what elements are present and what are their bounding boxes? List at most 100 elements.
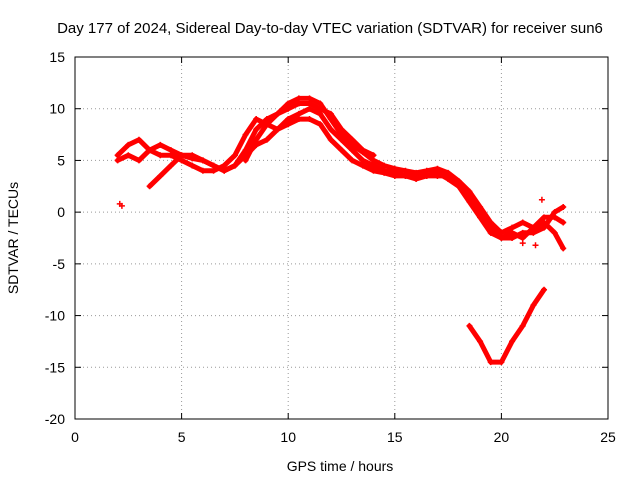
data-point [338, 147, 345, 154]
data-point [509, 338, 516, 345]
data-point [509, 224, 516, 231]
data-point [455, 183, 462, 190]
series-trace [466, 287, 547, 365]
x-tick-label: 0 [71, 429, 79, 445]
data-point [135, 157, 142, 164]
data-point [327, 136, 334, 143]
data-point [349, 136, 356, 143]
series-outlier [116, 196, 545, 249]
data-point [370, 152, 377, 159]
data-point [157, 152, 164, 159]
data-point [498, 359, 505, 366]
y-tick-label: 0 [57, 204, 65, 220]
data-point [135, 136, 142, 143]
data-point [487, 359, 494, 366]
data-point [560, 203, 567, 210]
y-tick-label: -15 [45, 359, 65, 375]
data-point [327, 110, 334, 117]
grid [75, 57, 608, 419]
data-point [359, 147, 366, 154]
series-track-d [242, 100, 377, 164]
x-tick-label: 25 [600, 429, 616, 445]
data-point [359, 162, 366, 169]
data-point [231, 152, 238, 159]
data-marks [114, 95, 567, 366]
data-point [317, 121, 324, 128]
data-point [263, 121, 270, 128]
data-point [349, 147, 356, 154]
data-point [189, 152, 196, 159]
data-point [317, 110, 324, 117]
data-point [338, 126, 345, 133]
series-trace [147, 116, 566, 241]
data-point [125, 152, 132, 159]
data-point [402, 172, 409, 179]
data-point [157, 141, 164, 148]
data-point [327, 126, 334, 133]
data-point [285, 105, 292, 112]
data-point [487, 229, 494, 236]
data-point [118, 202, 125, 209]
data-point [530, 229, 537, 236]
data-point [423, 172, 430, 179]
data-point [530, 224, 537, 231]
data-point [167, 147, 174, 154]
data-point [402, 167, 409, 174]
y-tick-label: -10 [45, 308, 65, 324]
data-point [157, 172, 164, 179]
data-point [466, 322, 473, 329]
data-point [295, 95, 302, 102]
data-point [306, 116, 313, 123]
series-track-c [146, 116, 567, 241]
x-tick-label: 20 [494, 429, 510, 445]
data-point [295, 100, 302, 107]
data-point [509, 229, 516, 236]
data-point [519, 219, 526, 226]
series-trace [115, 95, 566, 236]
data-point [306, 95, 313, 102]
x-tick-label: 5 [178, 429, 186, 445]
data-point [560, 219, 567, 226]
plot-frame [74, 56, 609, 420]
data-point [263, 136, 270, 143]
data-point [253, 126, 260, 133]
axis-ticks: 0 5 10 15 20 25 -20 -15 -10 -5 0 5 10 15 [45, 49, 616, 445]
data-point [413, 176, 420, 183]
y-tick-label: 10 [49, 101, 65, 117]
data-point [317, 100, 324, 107]
data-point [253, 136, 260, 143]
data-point [359, 157, 366, 164]
data-point [210, 162, 217, 169]
data-point [370, 167, 377, 174]
data-point [295, 116, 302, 123]
data-point [221, 167, 228, 174]
data-point [466, 198, 473, 205]
data-point [381, 162, 388, 169]
data-point [317, 105, 324, 112]
data-point [306, 100, 313, 107]
data-point [541, 286, 548, 293]
data-point [498, 235, 505, 241]
data-point [285, 121, 292, 128]
y-axis-label: SDTVAR / TECUs [5, 182, 21, 294]
data-point [477, 338, 484, 345]
data-point [253, 116, 260, 123]
data-point [274, 110, 281, 117]
data-point [199, 167, 206, 174]
data-point [114, 157, 121, 164]
data-point [242, 157, 249, 164]
data-point [178, 152, 185, 159]
data-point [423, 167, 430, 174]
data-point [477, 214, 484, 221]
x-tick-label: 10 [280, 429, 296, 445]
data-point [541, 224, 548, 231]
data-point [210, 167, 217, 174]
data-point [295, 110, 302, 117]
data-point [519, 235, 526, 241]
data-point [338, 136, 345, 143]
data-point [509, 235, 516, 241]
data-point [519, 240, 526, 247]
data-point [538, 196, 545, 203]
data-point [519, 322, 526, 329]
